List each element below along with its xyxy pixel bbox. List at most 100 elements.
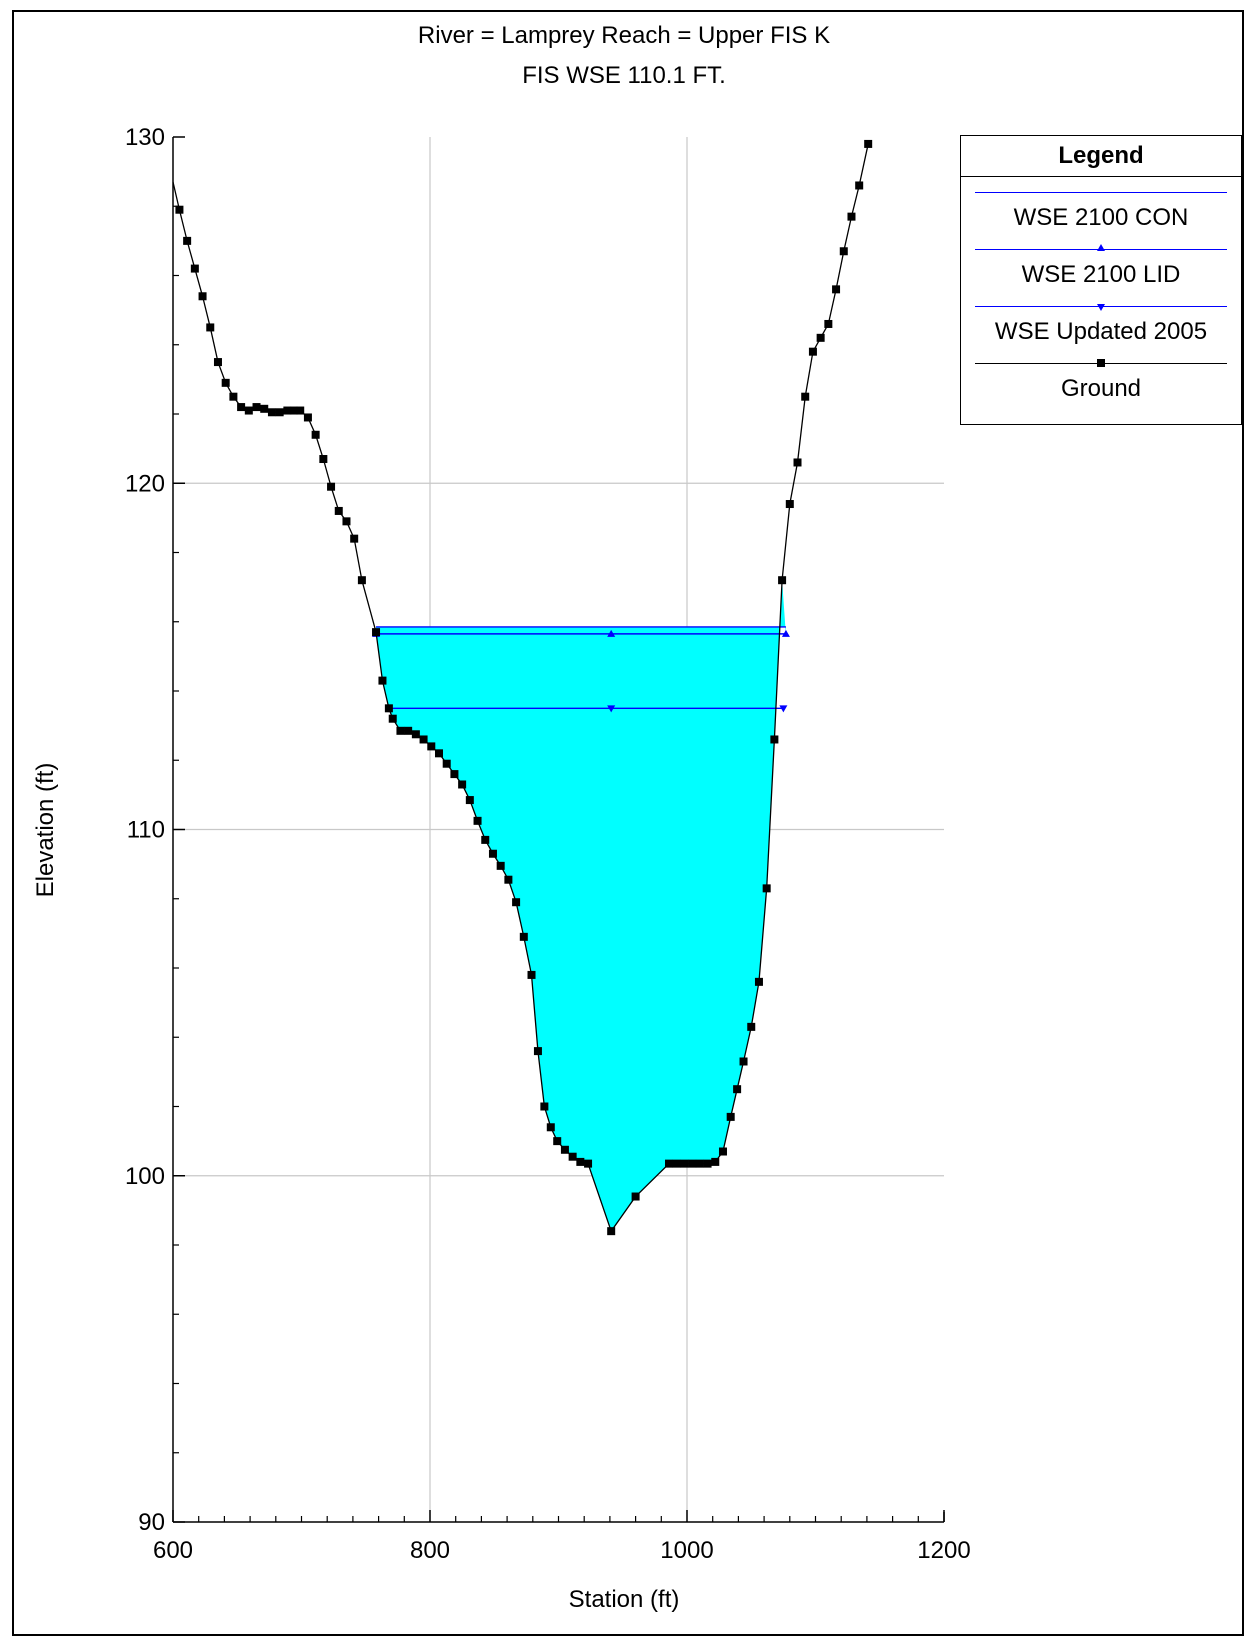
ground-point (839, 247, 848, 256)
ground-point (434, 749, 443, 758)
chart-frame (12, 10, 1244, 1636)
ground-point (388, 714, 397, 723)
ground-point (703, 1159, 712, 1168)
ground-point (303, 413, 312, 422)
ground-point (458, 780, 467, 789)
ground-point (404, 726, 413, 735)
ground-point (754, 977, 763, 986)
ground-point (342, 517, 351, 526)
ground-point (733, 1085, 742, 1094)
ground-point (680, 1159, 689, 1168)
ground-point (533, 1047, 542, 1056)
ground-point (785, 500, 794, 509)
legend: Legend WSE 2100 CON WSE 2100 LID WSE Updat… (960, 135, 1242, 425)
ground-point (584, 1159, 593, 1168)
ground-point (221, 378, 230, 387)
wse-lid-marker (781, 629, 790, 637)
legend-marker (1097, 359, 1105, 367)
ground-point (546, 1123, 555, 1132)
ground-point (527, 970, 536, 979)
ground-point (504, 875, 513, 884)
ground-point (384, 704, 393, 713)
ground-point (808, 347, 817, 356)
ground-point (801, 392, 810, 401)
ground-point (540, 1102, 549, 1111)
ground-point (519, 932, 528, 941)
ground-point (553, 1137, 562, 1146)
ground-point (847, 212, 856, 221)
chart-title-line-1: River = Lamprey Reach = Upper FIS K (417, 22, 831, 49)
ground-point (378, 676, 387, 685)
ground-point (350, 534, 359, 543)
ground-point (327, 482, 336, 491)
ground-point (711, 1157, 720, 1166)
ground-point (311, 430, 320, 439)
ground-point (427, 742, 436, 751)
wse-lid-marker (607, 629, 616, 637)
ground-point (275, 408, 284, 417)
ground-point (175, 205, 184, 214)
legend-label: WSE 2100 CON (1013, 204, 1189, 231)
ground-point (631, 1192, 640, 1201)
y-tick-label: 130 (125, 124, 165, 151)
chart-title-line-2: FIS WSE 110.1 FT. (522, 62, 726, 89)
ground-point (213, 358, 222, 367)
ground-point (832, 285, 841, 294)
legend-label: Ground (1060, 375, 1142, 402)
ground-point (793, 458, 802, 467)
ground-point (267, 408, 276, 417)
ground-point (864, 139, 873, 148)
ground-point (560, 1145, 569, 1154)
legend-title: Legend (961, 136, 1241, 177)
water-fill-area (376, 580, 786, 1232)
ground-point (252, 403, 261, 412)
ground-point (289, 406, 298, 415)
ground-point (739, 1057, 748, 1066)
ground-point (198, 292, 207, 301)
ground-point (496, 861, 505, 870)
ground-point (411, 730, 420, 739)
legend-line-sample (975, 192, 1227, 193)
ground-point (206, 323, 215, 332)
ground-point (244, 406, 253, 415)
legend-entry: WSE Updated 2005 (961, 294, 1241, 350)
legend-marker (1097, 244, 1105, 251)
legend-entry: Ground (961, 351, 1241, 407)
ground-point (396, 726, 405, 735)
ground-point (237, 403, 246, 412)
x-tick-label: 800 (410, 1537, 450, 1564)
ground-point (855, 181, 864, 190)
wse-updated-marker (607, 705, 616, 713)
y-tick-label: 90 (138, 1509, 165, 1536)
ground-point (778, 576, 787, 585)
ground-point (260, 404, 269, 413)
ground-point (372, 628, 381, 637)
x-tick-label: 1200 (917, 1537, 970, 1564)
y-tick-label: 110 (127, 817, 165, 844)
legend-entry: WSE 2100 CON (961, 180, 1241, 236)
legend-marker (1097, 304, 1105, 311)
x-tick-label: 600 (153, 1537, 193, 1564)
x-axis-label: Station (ft) (568, 1586, 680, 1613)
ground-point (726, 1112, 735, 1121)
legend-label: WSE Updated 2005 (994, 318, 1208, 345)
ground-point (824, 319, 833, 328)
ground-point (334, 506, 343, 515)
ground-point (465, 796, 474, 805)
ground-point (450, 770, 459, 779)
ground-point (576, 1157, 585, 1166)
ground-point (419, 735, 428, 744)
x-tick-label: 1000 (660, 1537, 713, 1564)
ground-point (319, 455, 328, 464)
ground-point (473, 816, 482, 825)
ground-point (568, 1152, 577, 1161)
ground-point (672, 1159, 681, 1168)
ground-point (488, 849, 497, 858)
ground-point (770, 735, 779, 744)
legend-label: WSE 2100 LID (1021, 261, 1181, 288)
y-tick-label: 120 (125, 470, 165, 497)
wse-updated-marker (779, 705, 788, 713)
ground-point (695, 1159, 704, 1168)
ground-point (607, 1227, 616, 1236)
